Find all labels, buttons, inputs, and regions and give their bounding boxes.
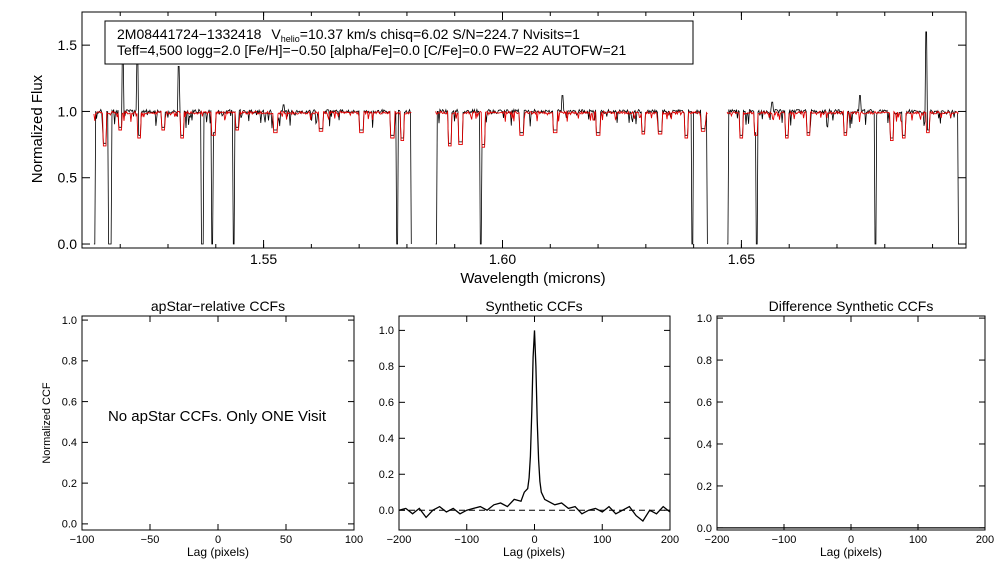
y-tick-label: 0.4 xyxy=(697,439,712,451)
x-tick-label: 1.60 xyxy=(489,251,516,267)
y-tick-label: 0.8 xyxy=(697,355,712,367)
difference-ccf-x-ticks: −200 −100 0 100 200 xyxy=(705,316,994,546)
x-tick-label: 200 xyxy=(976,534,994,546)
x-tick-label: 0 xyxy=(848,534,854,546)
y-tick-label: 0.6 xyxy=(379,397,394,409)
y-tick-label: 1.0 xyxy=(62,315,77,327)
x-tick-label: 100 xyxy=(593,534,611,546)
y-tick-label: 0.8 xyxy=(62,356,77,368)
spectrum-axes-frame xyxy=(81,11,967,249)
y-tick-label: 1.5 xyxy=(58,37,78,53)
observed-spectrum-chip-1 xyxy=(93,51,412,245)
y-tick-label: 0.2 xyxy=(379,469,394,481)
y-tick-label: 1.0 xyxy=(58,103,78,119)
x-tick-label: −200 xyxy=(387,534,412,546)
synthetic-ccf-panel: −200 −100 0 100 200 0.0 0.2 0.4 0.6 0.8 1.0 Synth… xyxy=(379,298,679,559)
y-tick-label: 1.0 xyxy=(379,325,394,337)
x-tick-label: 50 xyxy=(280,534,292,546)
x-tick-label: 200 xyxy=(661,534,679,546)
apstar-ccf-y-ticks: 0.0 0.2 0.4 0.6 0.8 1.0 xyxy=(62,315,354,531)
y-tick-label: 0.2 xyxy=(62,478,77,490)
x-tick-label: 100 xyxy=(345,534,363,546)
y-tick-label: 0.4 xyxy=(379,433,394,445)
y-tick-label: 0.6 xyxy=(697,397,712,409)
annotation-line-2: Teff=4,500 logg=2.0 [Fe/H]=−0.50 [alpha/… xyxy=(117,42,626,58)
annotation-box xyxy=(104,20,694,65)
y-tick-label: 0.8 xyxy=(379,361,394,373)
difference-ccf-x-axis-label: Lag (pixels) xyxy=(820,545,882,559)
y-tick-label: 0.4 xyxy=(62,437,77,449)
synthetic-ccf-line xyxy=(398,330,671,522)
model-spectrum-chip-2 xyxy=(435,110,708,148)
difference-ccf-y-ticks: 0.0 0.2 0.4 0.6 0.8 1.0 xyxy=(697,313,985,535)
x-tick-label: −100 xyxy=(454,534,479,546)
x-tick-label: 100 xyxy=(909,534,927,546)
x-tick-label: −50 xyxy=(141,534,160,546)
apstar-ccf-title: apStar−relative CCFs xyxy=(151,298,285,314)
synthetic-ccf-y-ticks: 0.0 0.2 0.4 0.6 0.8 1.0 xyxy=(379,325,670,517)
x-tick-label: 1.65 xyxy=(728,251,755,267)
model-spectrum-chip-1 xyxy=(93,110,412,147)
x-tick-label: −200 xyxy=(705,534,730,546)
synthetic-ccf-x-axis-label: Lag (pixels) xyxy=(503,545,565,559)
model-spectrum-chip-3 xyxy=(726,109,959,142)
y-tick-label: 1.0 xyxy=(697,313,712,325)
synthetic-ccf-axes-frame xyxy=(398,315,671,531)
apstar-ccf-panel: −100 −50 0 50 100 0.0 0.2 0.4 0.6 0.8 1.0 apStar−… xyxy=(41,298,363,559)
observed-spectrum-chip-3 xyxy=(727,31,959,245)
synthetic-ccf-x-ticks: −200 −100 0 100 200 xyxy=(387,316,679,546)
difference-ccf-axes-frame xyxy=(716,315,986,531)
difference-ccf-panel: −200 −100 0 100 200 0.0 0.2 0.4 0.6 0.8 1.0 Diffe… xyxy=(697,298,994,559)
x-tick-label: −100 xyxy=(70,534,95,546)
spectrum-x-axis-label: Wavelength (microns) xyxy=(460,270,605,287)
y-tick-label: 0.6 xyxy=(62,396,77,408)
no-ccf-message: No apStar CCFs. Only ONE Visit xyxy=(108,408,327,425)
x-tick-label: −100 xyxy=(772,534,797,546)
synthetic-ccf-title: Synthetic CCFs xyxy=(485,298,582,314)
annotation-line-1: 2M08441724−1332418 Vhelio=10.37 km/s chis… xyxy=(117,26,580,44)
y-tick-label: 0.0 xyxy=(697,523,712,535)
y-tick-label: 0.0 xyxy=(379,505,394,517)
x-tick-label: 1.55 xyxy=(250,251,277,267)
y-tick-label: 0.0 xyxy=(62,519,77,531)
spectrum-panel: 1.55 1.60 1.65 0.0 0.5 1.0 1.5 2M08441724−133… xyxy=(29,11,967,287)
synthetic-ccf-series xyxy=(398,330,671,522)
y-tick-label: 0.0 xyxy=(58,236,78,252)
apstar-ccf-x-axis-label: Lag (pixels) xyxy=(187,545,249,559)
y-tick-label: 0.2 xyxy=(697,481,712,493)
model-spectrum-series xyxy=(93,109,959,148)
difference-ccf-title: Difference Synthetic CCFs xyxy=(769,298,934,314)
spectrum-y-axis-label: Normalized Flux xyxy=(29,74,46,183)
apstar-ccf-y-axis-label: Normalized CCF xyxy=(41,382,53,464)
y-tick-label: 0.5 xyxy=(58,170,78,186)
x-tick-label: 0 xyxy=(215,534,221,546)
spectrum-x-ticks: 1.55 1.60 1.65 xyxy=(119,12,934,267)
spectrum-y-ticks: 0.0 0.5 1.0 1.5 xyxy=(58,37,966,252)
apstar-ccf-x-ticks: −100 −50 0 50 100 xyxy=(70,316,363,546)
x-tick-label: 0 xyxy=(531,534,537,546)
